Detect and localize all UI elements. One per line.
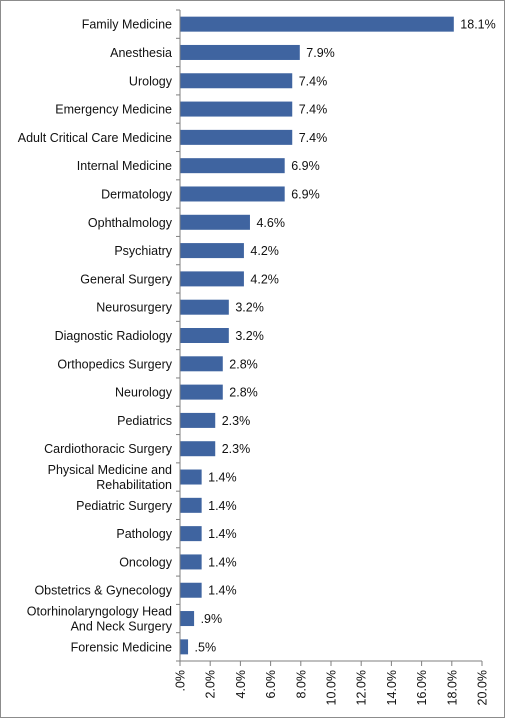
category-label: Pediatric Surgery — [76, 499, 173, 513]
value-label: 6.9% — [291, 159, 320, 173]
bar — [180, 214, 250, 230]
x-tick-label: 8.0% — [294, 670, 308, 699]
category-label: Orthopedics Surgery — [57, 357, 172, 371]
category-label: Dermatology — [101, 187, 173, 201]
value-label: 7.4% — [299, 103, 328, 117]
category-label: Anesthesia — [110, 46, 172, 60]
value-label: 7.4% — [299, 131, 328, 145]
value-label: 1.4% — [208, 527, 237, 541]
bar — [180, 412, 216, 428]
category-label: Obstetrics & Gynecology — [34, 584, 172, 598]
bar — [180, 73, 293, 89]
category-label: Neurosurgery — [96, 301, 172, 315]
value-label: 4.2% — [250, 244, 278, 258]
category-label: Pediatrics — [117, 414, 172, 428]
category-label: Otorhinolaryngology Head And Neck Surgery — [27, 605, 173, 634]
x-tick-label: 16.0% — [415, 670, 429, 705]
bar — [180, 441, 216, 457]
x-tick-label: 18.0% — [445, 670, 459, 705]
x-tick-label: 12.0% — [355, 670, 369, 705]
bar — [180, 526, 202, 542]
category-label: Pathology — [116, 527, 172, 541]
category-label: Emergency Medicine — [55, 103, 172, 117]
value-label: 2.8% — [229, 386, 258, 400]
category-label: Cardiothoracic Surgery — [44, 442, 173, 456]
category-label: Psychiatry — [114, 244, 172, 258]
bar — [180, 469, 202, 485]
value-label: 3.2% — [235, 301, 264, 315]
category-label: Family Medicine — [82, 18, 172, 32]
bar — [180, 639, 189, 655]
bar — [180, 101, 293, 117]
category-label: Neurology — [115, 386, 173, 400]
x-tick-label: .0% — [174, 670, 188, 692]
bar — [180, 356, 223, 372]
bar — [180, 44, 300, 60]
bar — [180, 299, 229, 315]
category-label: Forensic Medicine — [71, 640, 172, 654]
value-label: 6.9% — [291, 187, 320, 201]
value-label: 2.8% — [229, 357, 258, 371]
value-label: 1.4% — [208, 555, 237, 569]
category-label: General Surgery — [80, 272, 172, 286]
value-label: 2.3% — [222, 442, 251, 456]
bar — [180, 384, 223, 400]
x-tick-label: 2.0% — [204, 670, 218, 699]
value-label: .9% — [201, 612, 223, 626]
value-label: 2.3% — [222, 414, 251, 428]
category-label: Oncology — [119, 555, 173, 569]
category-label: Diagnostic Radiology — [55, 329, 173, 343]
value-label: 7.9% — [306, 46, 335, 60]
bar — [180, 186, 285, 202]
x-tick-label: 14.0% — [385, 670, 399, 705]
x-tick-label: 10.0% — [325, 670, 339, 705]
category-label: Ophthalmology — [88, 216, 173, 230]
category-label: Urology — [129, 74, 173, 88]
value-label: 1.4% — [208, 584, 237, 598]
x-tick-label: 4.0% — [234, 670, 248, 699]
category-label: Internal Medicine — [77, 159, 172, 173]
value-label: 4.2% — [250, 272, 278, 286]
value-label: 4.6% — [256, 216, 285, 230]
value-label: 7.4% — [299, 74, 328, 88]
bar — [180, 271, 244, 287]
category-label: Adult Critical Care Medicine — [18, 131, 172, 145]
x-tick-label: 6.0% — [264, 670, 278, 699]
bar — [180, 554, 202, 570]
value-label: 18.1% — [460, 18, 495, 32]
value-label: 3.2% — [235, 329, 264, 343]
bar — [180, 497, 202, 513]
bar — [180, 328, 229, 343]
bar — [180, 582, 202, 598]
bar — [180, 129, 293, 145]
value-label: 1.4% — [208, 471, 237, 485]
bar — [180, 158, 285, 174]
bar — [180, 243, 244, 259]
bar — [180, 16, 454, 32]
x-tick-label: 20.0% — [476, 670, 490, 705]
value-label: .5% — [195, 640, 217, 654]
bar — [180, 611, 195, 627]
category-label: Physical Medicine and Rehabilitation — [48, 463, 172, 492]
value-label: 1.4% — [208, 499, 237, 513]
